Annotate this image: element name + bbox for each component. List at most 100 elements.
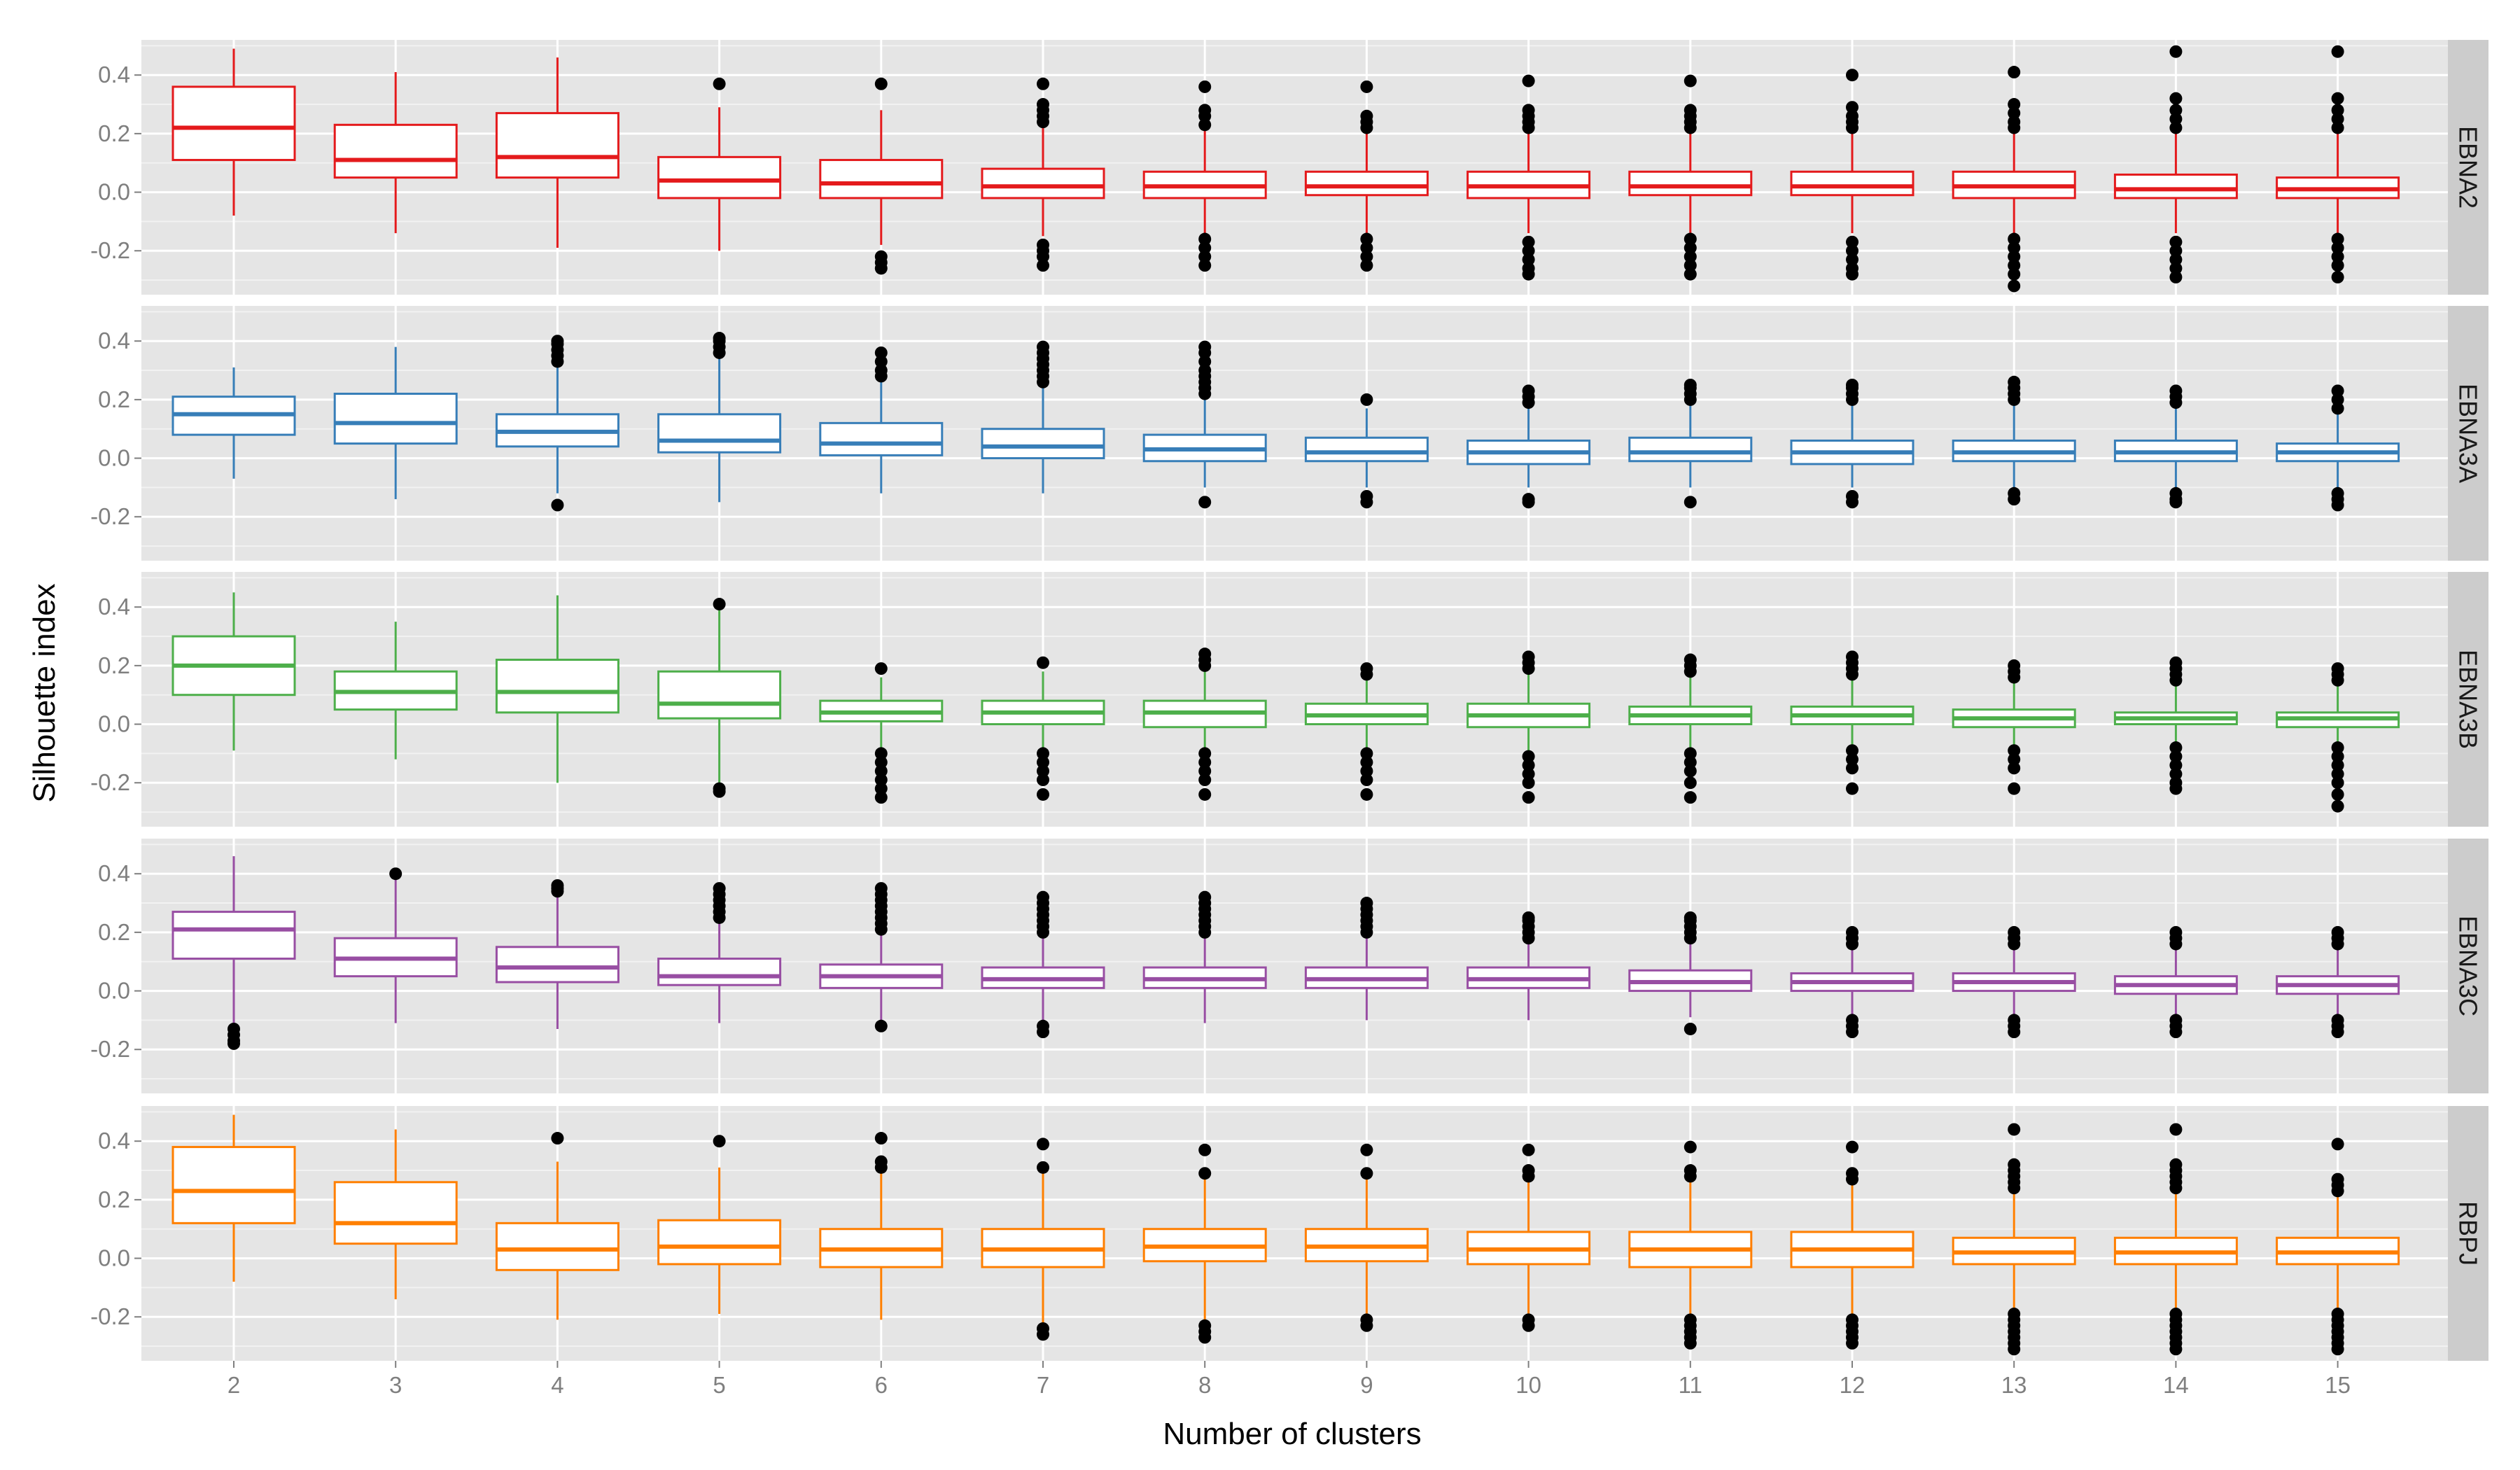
outlier-point (1522, 74, 1535, 88)
outlier-point (1037, 890, 1049, 904)
box-iqr (1304, 170, 1429, 197)
box-ebna3a-k12 (1790, 378, 1914, 509)
outlier-point (1360, 241, 1373, 255)
box-iqr (1628, 436, 1753, 463)
outlier-point (874, 77, 888, 90)
outlier-point (2008, 106, 2021, 120)
box-ebna2-k8 (1142, 80, 1267, 272)
outlier-point (1684, 776, 1697, 790)
x-tick-label: 15 (2325, 1372, 2351, 1398)
outlier-point (1198, 1331, 1212, 1344)
outlier-point (1684, 496, 1697, 509)
outlier-point (1522, 776, 1535, 790)
box-ebna3b-k5 (657, 598, 782, 798)
outlier-point (1846, 650, 1858, 664)
y-tick-label: 0.0 (98, 1245, 130, 1271)
outlier-point (1522, 650, 1535, 664)
outlier-point (2008, 232, 2021, 246)
outlier-point (1684, 250, 1697, 263)
outlier-point (1037, 747, 1049, 760)
outlier-point (874, 1155, 888, 1168)
outlier-point (1522, 767, 1535, 780)
outlier-point (1846, 782, 1858, 795)
outlier-point (1360, 774, 1373, 787)
facet-strip (2448, 306, 2488, 561)
outlier-point (1846, 744, 1858, 757)
box-ebna3c-k5 (657, 882, 782, 1023)
outlier-point (2008, 98, 2021, 111)
outlier-point (874, 764, 888, 778)
y-tick-label: 0.4 (98, 62, 130, 88)
outlier-point (1522, 267, 1535, 281)
outlier-point (1360, 788, 1373, 801)
panel-ebna3b: -0.2 0.0 0.2 0.4 EBNA3B (90, 572, 2488, 827)
outlier-point (874, 346, 888, 359)
panel-ebna3a: -0.2 0.0 0.2 0.4 EBNA3A (90, 306, 2488, 561)
outlier-point (713, 598, 726, 611)
outlier-point (1037, 340, 1049, 354)
y-tick-label: 0.2 (98, 1186, 130, 1212)
outlier-point (1684, 747, 1697, 760)
outlier-point (2169, 45, 2183, 58)
box-iqr (1304, 436, 1429, 463)
outlier-point (1684, 791, 1697, 804)
outlier-point (2331, 767, 2344, 780)
outlier-point (2169, 496, 2183, 509)
box-iqr (657, 958, 782, 986)
y-tick-label: 0.2 (98, 386, 130, 412)
outlier-point (2331, 393, 2344, 406)
outlier-point (551, 878, 564, 892)
outlier-point (227, 1037, 240, 1050)
facet-panels: -0.20.00.20.4EBNA2-0.20.00.20.4EBNA3A-0.… (90, 40, 2488, 1361)
box-ebna3b-k9 (1304, 662, 1429, 801)
outlier-point (1360, 80, 1373, 93)
outlier-point (2169, 1026, 2183, 1039)
outlier-point (1846, 1026, 1858, 1039)
outlier-point (874, 262, 888, 275)
outlier-point (1846, 762, 1858, 775)
box-iqr (172, 911, 296, 960)
outlier-point (1198, 232, 1212, 246)
outlier-point (874, 755, 888, 769)
outlier-point (2331, 1172, 2344, 1186)
y-tick-label: 0.0 (98, 179, 130, 205)
outlier-point (1360, 897, 1373, 910)
box-iqr (1790, 170, 1914, 197)
box-rbpj-k6 (819, 1132, 944, 1320)
outlier-point (874, 791, 888, 804)
panel-ebna2: -0.2 0.0 0.2 0.4 EBNA2 (90, 40, 2488, 295)
box-ebna2-k14 (2113, 45, 2238, 284)
box-rbpj-k11 (1628, 1140, 1753, 1350)
outlier-point (1198, 364, 1212, 377)
outlier-point (2169, 270, 2183, 284)
outlier-point (1846, 496, 1858, 509)
box-ebna2-k5 (657, 77, 782, 251)
box-ebna3a-k7 (981, 340, 1105, 493)
x-tick-label: 7 (1037, 1372, 1049, 1398)
outlier-point (1198, 788, 1212, 801)
y-tick-label: -0.2 (90, 1036, 130, 1062)
box-rbpj-k5 (657, 1135, 782, 1315)
box-iqr (819, 159, 944, 200)
box-iqr (657, 413, 782, 454)
outlier-point (1846, 1140, 1858, 1154)
box-iqr (333, 123, 458, 179)
outlier-point (1198, 1143, 1212, 1156)
x-tick-label: 6 (875, 1372, 888, 1398)
outlier-point (1684, 104, 1697, 117)
outlier-point (1522, 1164, 1535, 1177)
box-rbpj-k4 (495, 1132, 620, 1320)
box-ebna2-k6 (819, 77, 944, 275)
outlier-point (1522, 1143, 1535, 1156)
panel-background (141, 1106, 2448, 1361)
outlier-point (2008, 250, 2021, 263)
outlier-point (1684, 74, 1697, 88)
x-tick-label: 8 (1198, 1372, 1211, 1398)
outlier-point (713, 785, 726, 798)
outlier-point (1360, 662, 1373, 676)
outlier-point (2331, 270, 2344, 284)
box-ebna3b-k8 (1142, 648, 1267, 801)
x-tick-label: 13 (2001, 1372, 2027, 1398)
outlier-point (1684, 764, 1697, 778)
